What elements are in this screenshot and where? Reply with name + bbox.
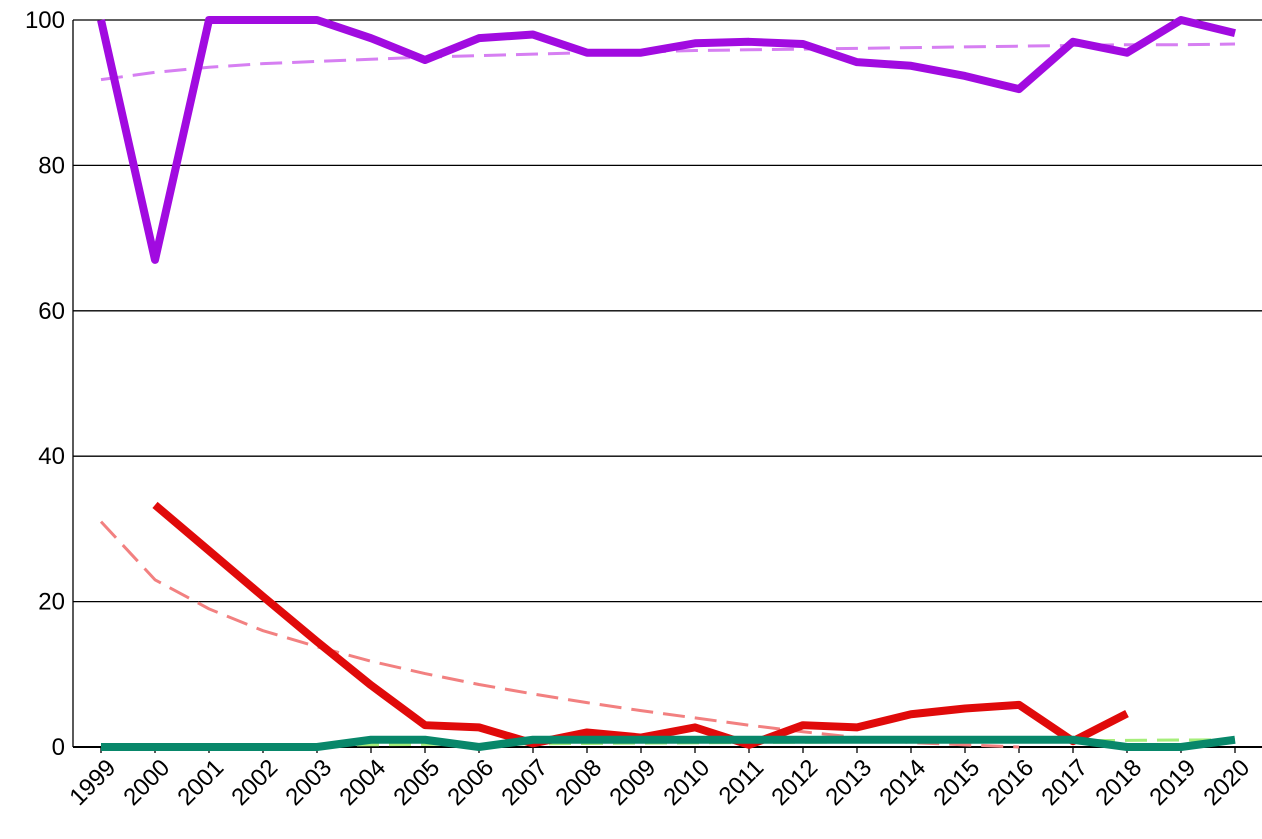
x-tick-label: 2002 [226, 754, 283, 811]
x-tick-label: 2001 [172, 754, 229, 811]
x-tick-label: 2009 [604, 754, 661, 811]
x-tick-label: 2008 [550, 754, 607, 811]
x-tick-label: 2003 [280, 754, 337, 811]
trend-line [99, 520, 1020, 749]
x-tick-label: 2004 [334, 754, 391, 811]
x-tick-label: 2007 [496, 754, 553, 811]
trend-line [100, 42, 1236, 82]
data-line [152, 501, 1129, 749]
y-tick-label: 0 [52, 734, 65, 761]
y-tick-label: 40 [38, 443, 65, 470]
x-tick-label: 2018 [1090, 754, 1147, 811]
x-tick-label: 2010 [658, 754, 715, 811]
y-tick-label: 20 [38, 589, 65, 616]
x-tick-label: 2000 [118, 754, 175, 811]
x-tick-label: 2013 [820, 754, 877, 811]
x-tick-label: 2020 [1198, 754, 1255, 811]
y-tick-label: 80 [38, 152, 65, 179]
x-tick-label: 2019 [1144, 754, 1201, 811]
x-tick-label: 2014 [874, 754, 931, 811]
x-tick-label: 2012 [766, 754, 823, 811]
x-tick-label: 2017 [1036, 754, 1093, 811]
y-tick-label: 100 [25, 7, 65, 34]
x-tick-label: 2005 [388, 754, 445, 811]
x-tick-label: 2016 [982, 754, 1039, 811]
data-line [97, 16, 1236, 264]
data-line [101, 735, 1236, 751]
x-tick-label: 2006 [442, 754, 499, 811]
x-tick-label: 2011 [714, 754, 770, 810]
x-tick-label: 1999 [64, 754, 121, 811]
x-tick-label: 2015 [928, 754, 985, 811]
y-tick-label: 60 [38, 298, 65, 325]
